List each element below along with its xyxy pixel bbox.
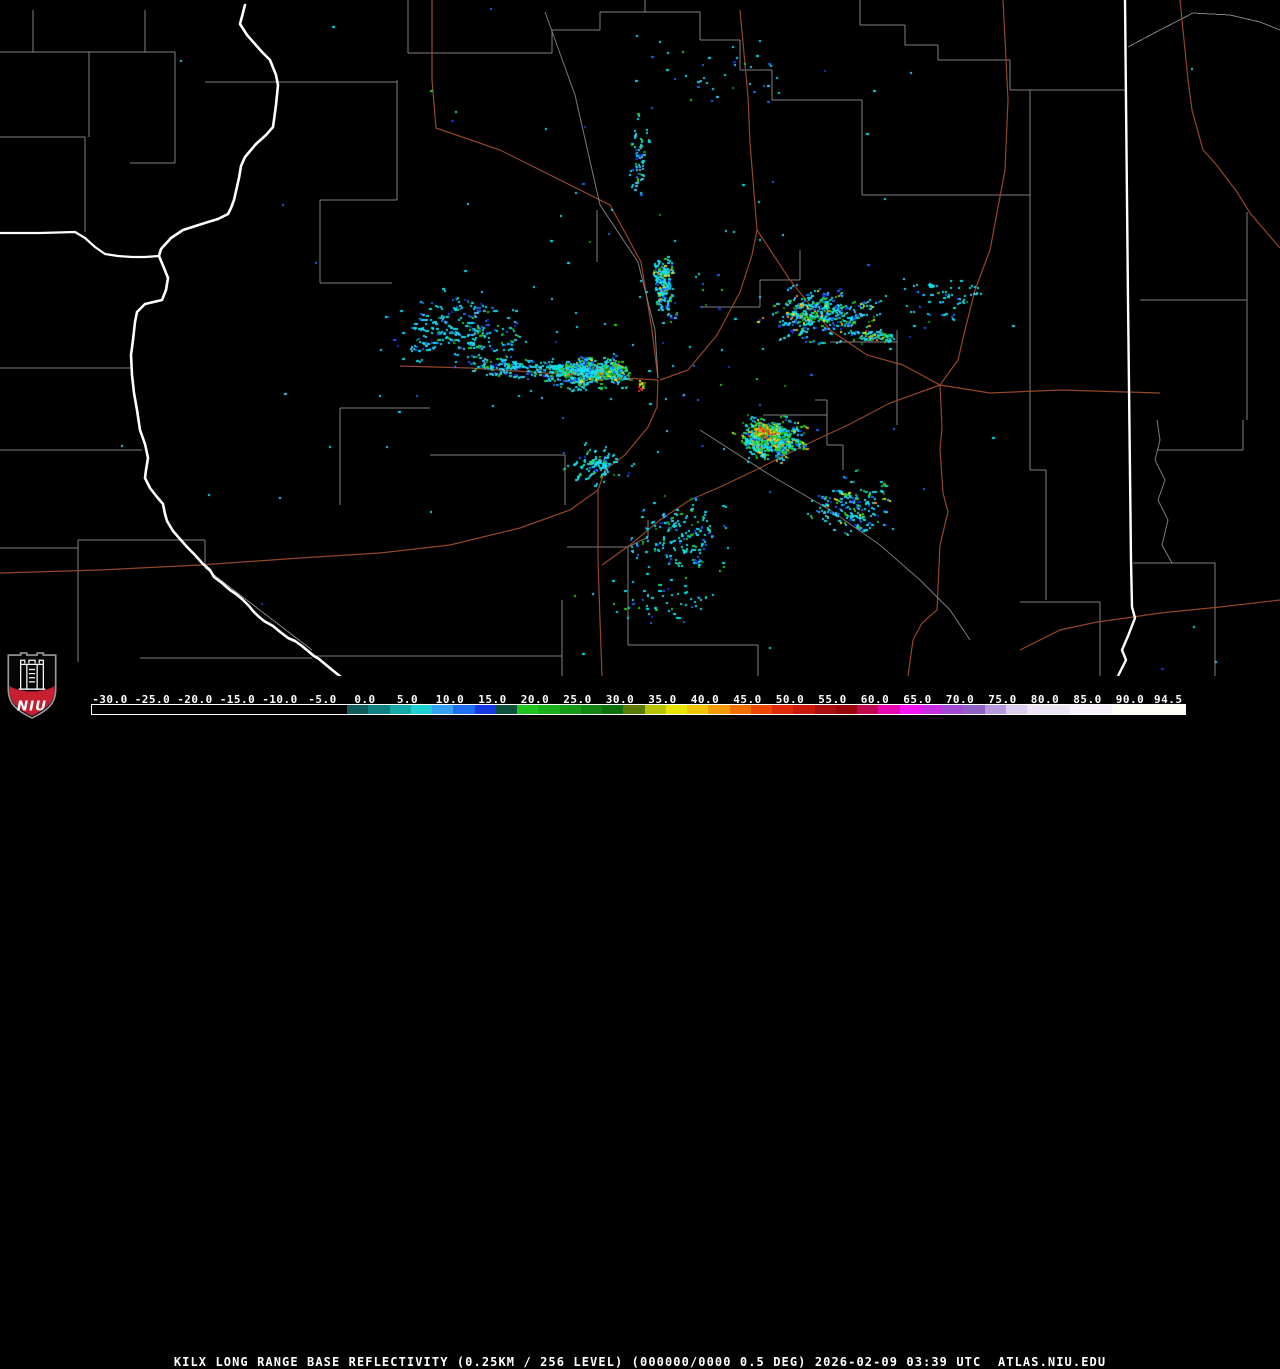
radar-map	[0, 0, 1280, 679]
radar-caption: KILX LONG RANGE BASE REFLECTIVITY (0.25K…	[173, 1355, 1107, 1369]
niu-castle-icon	[18, 659, 46, 690]
radar-echoes-layer	[0, 0, 1280, 676]
niu-logo-text: NIU	[17, 700, 47, 715]
footer-band: KILX LONG RANGE BASE REFLECTIVITY (0.25K…	[0, 676, 1280, 1369]
niu-logo: NIU	[7, 652, 57, 719]
niu-red-band	[9, 686, 55, 716]
